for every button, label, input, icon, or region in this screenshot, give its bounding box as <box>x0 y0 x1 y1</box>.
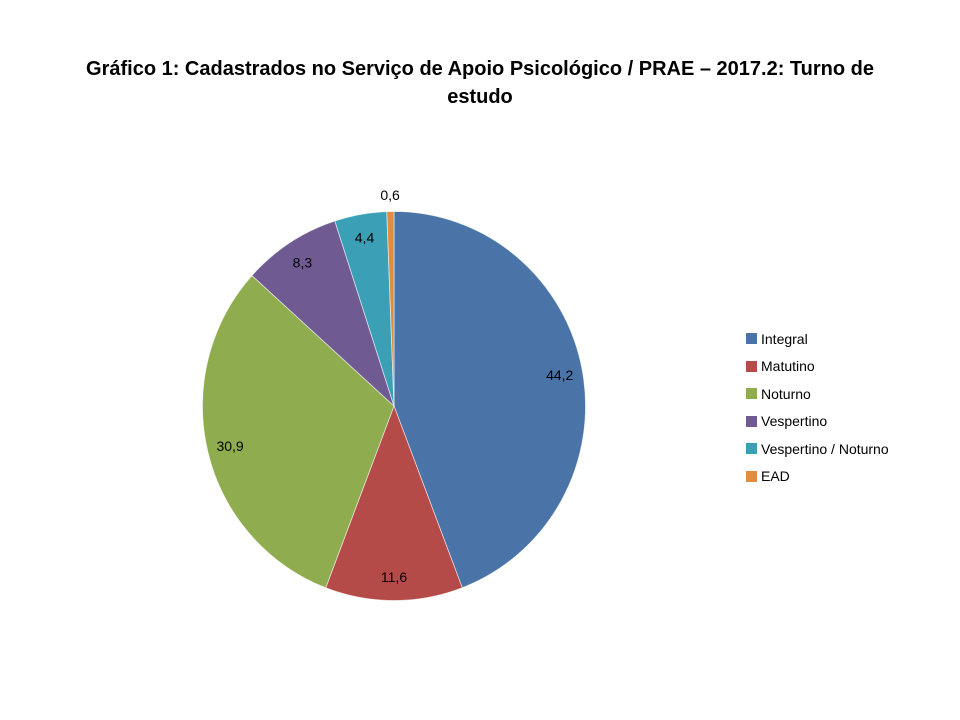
legend-label-ead: EAD <box>761 468 790 485</box>
slice-label-vespertino: 8,3 <box>293 254 313 270</box>
pie-slice-integral <box>393 211 586 589</box>
slice-label-integral: 44,2 <box>546 367 573 383</box>
legend-swatch-integral <box>746 333 757 345</box>
legend-swatch-vespertino-noturno <box>746 443 757 455</box>
legend-label-vespertino: Vespertino <box>761 413 828 430</box>
legend-label-integral: Integral <box>761 330 808 347</box>
slice-label-noturno: 30,9 <box>216 438 243 454</box>
pie-slice-matutino <box>325 404 463 601</box>
chart-title: Gráfico 1: Cadastrados no Serviço de Apo… <box>86 58 874 108</box>
legend-swatch-noturno <box>746 388 757 400</box>
legend-label-matutino: Matutino <box>761 358 815 375</box>
pie-slice-noturno <box>202 274 395 589</box>
legend-item-matutino: Matutino <box>746 353 889 381</box>
legend-item-ead: EAD <box>746 463 889 491</box>
legend-label-vespertino-noturno: Vespertino / Noturno <box>761 440 889 457</box>
legend: Integral Matutino Noturno Vespertino Vespert… <box>746 325 889 490</box>
slice-label-ead: 0,6 <box>380 187 400 203</box>
legend-item-integral: Integral <box>746 325 889 353</box>
legend-item-vespertino: Vespertino <box>746 408 889 436</box>
legend-swatch-vespertino <box>746 415 757 427</box>
pie-slice-vespertino <box>251 220 395 408</box>
pie-slice-ead <box>386 211 395 407</box>
slice-label-matutino: 11,6 <box>381 569 407 585</box>
legend-label-noturno: Noturno <box>761 385 811 402</box>
legend-swatch-ead <box>746 470 757 482</box>
legend-item-vespertino-noturno: Vespertino / Noturno <box>746 435 889 463</box>
slice-label-vespertino-noturno: 4,4 <box>355 230 375 246</box>
legend-swatch-matutino <box>746 360 757 372</box>
legend-item-noturno: Noturno <box>746 380 889 408</box>
